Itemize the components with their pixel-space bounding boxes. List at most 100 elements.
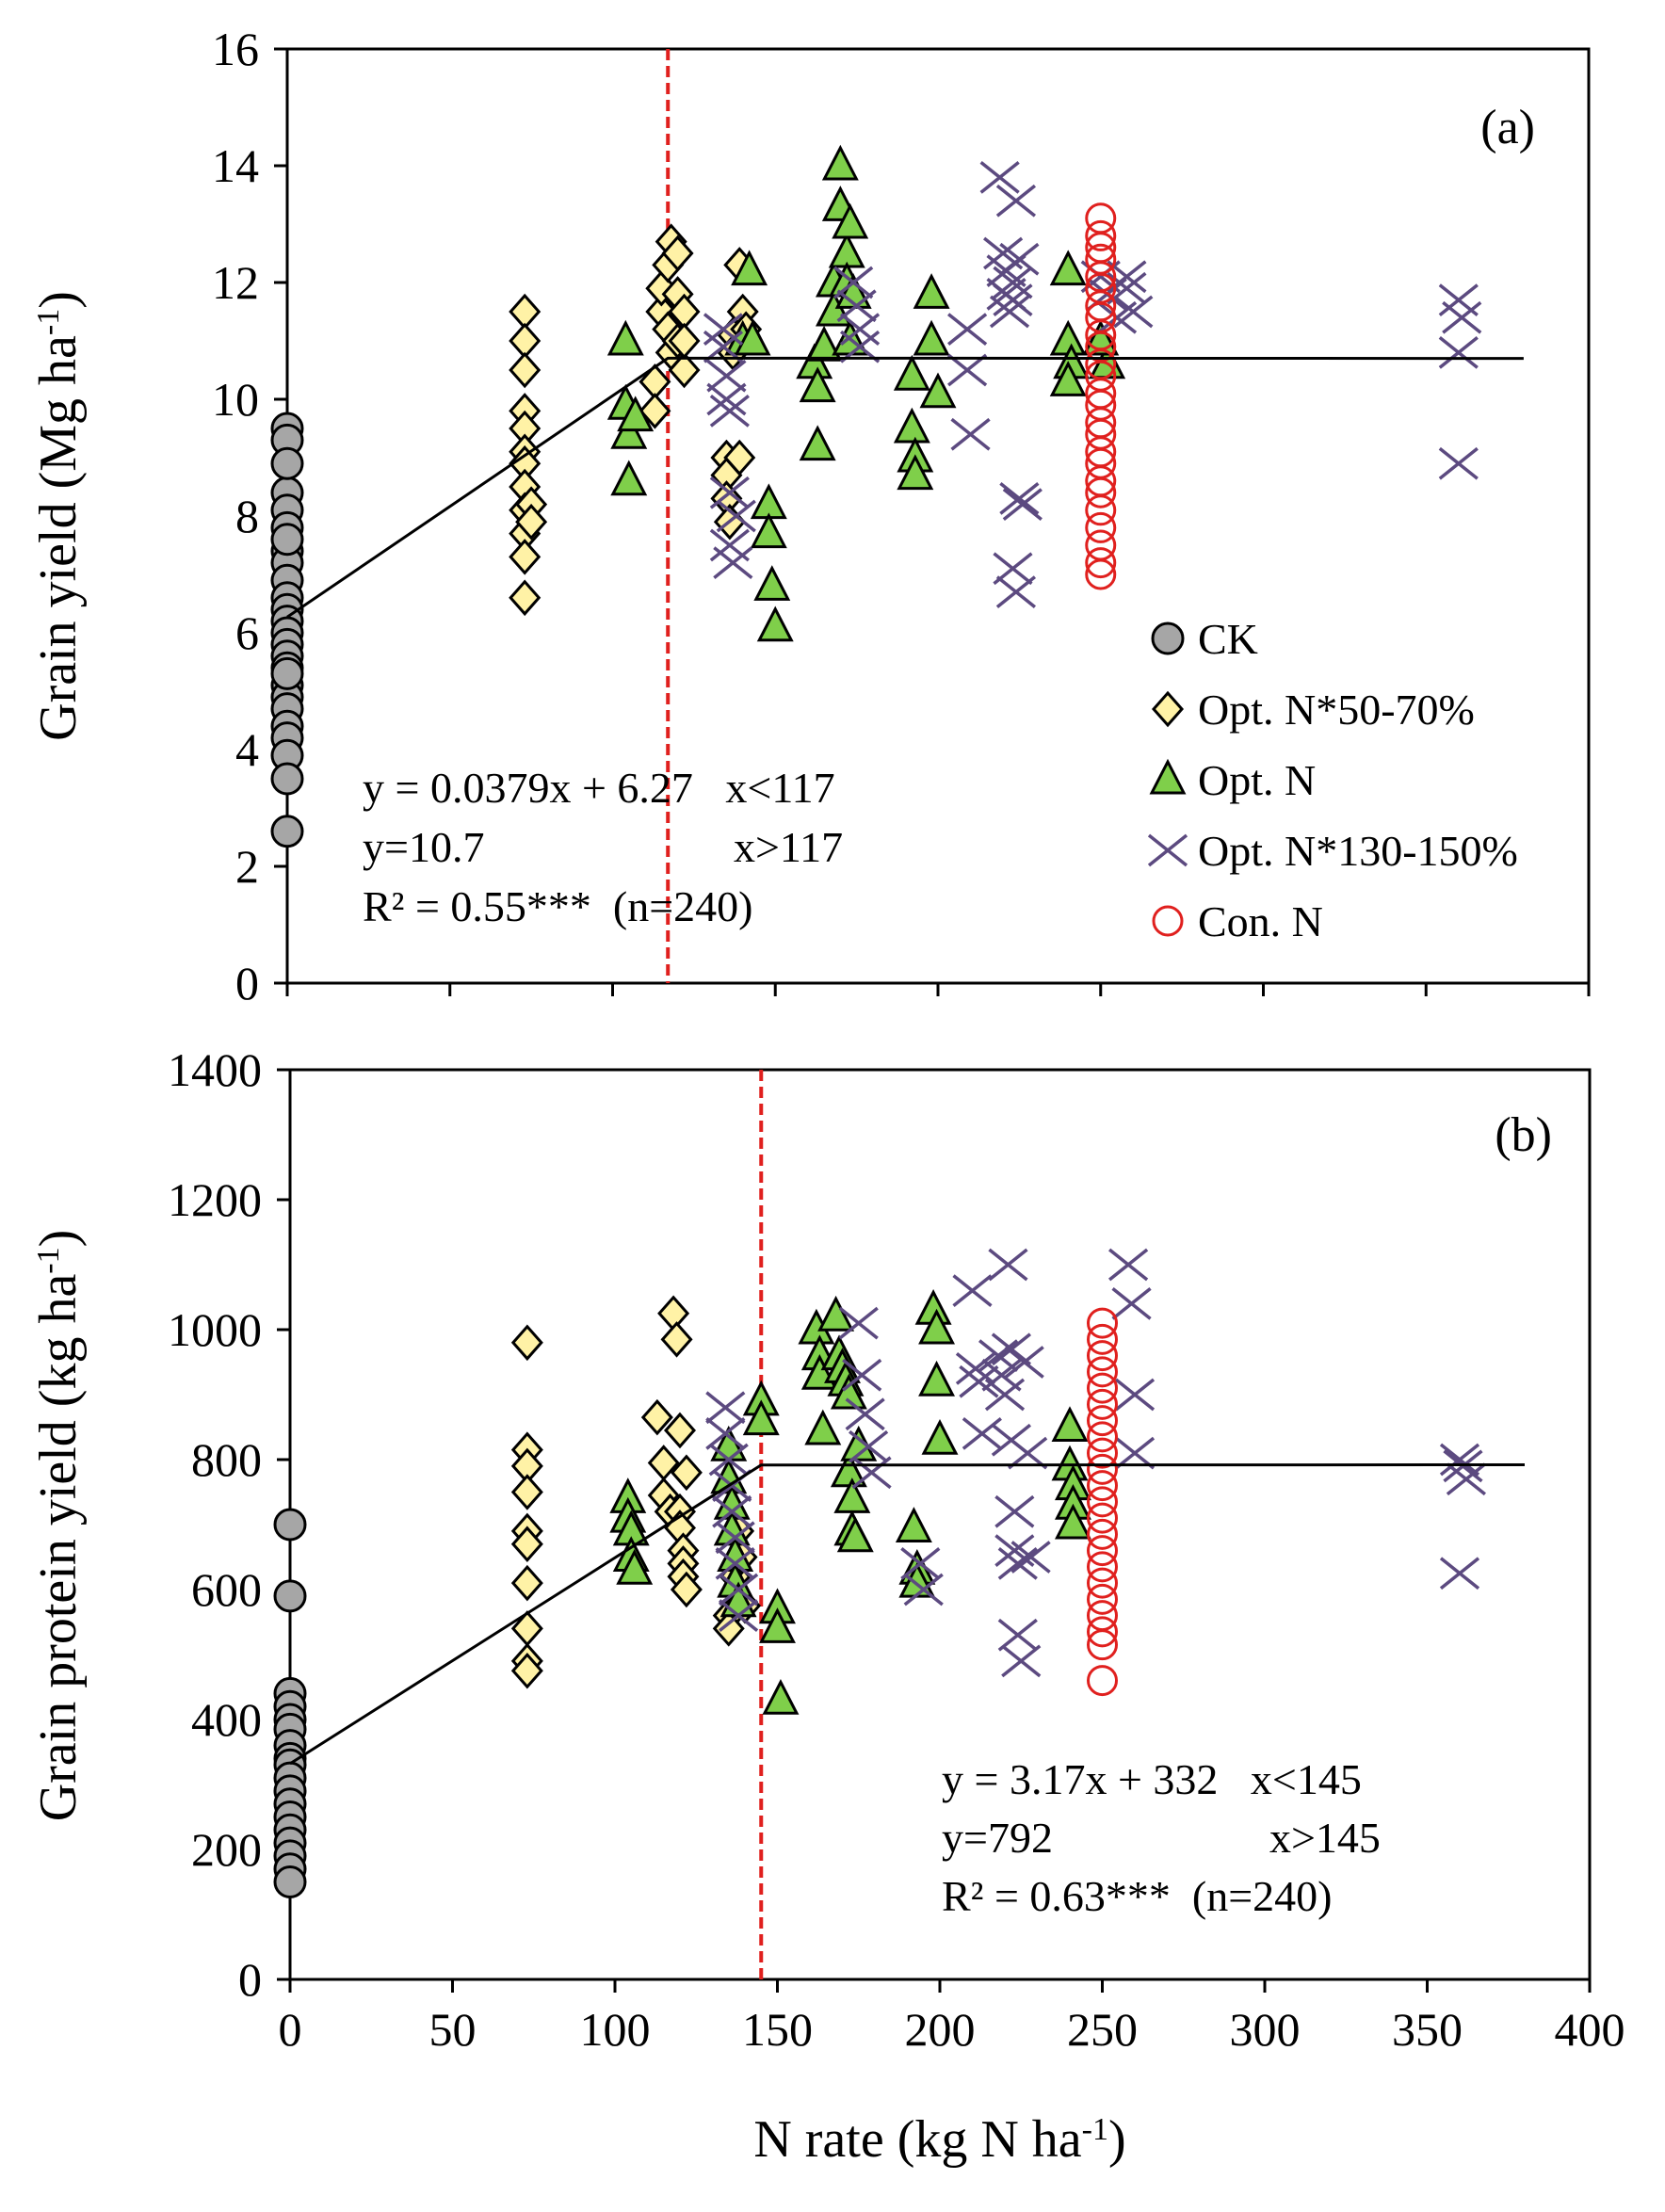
point-opt130 — [849, 1429, 889, 1463]
y-tick-label: 0 — [238, 1953, 262, 2006]
point-opt130 — [959, 1364, 999, 1398]
point-con — [1087, 1616, 1118, 1648]
point-opt130 — [845, 1397, 885, 1431]
point-opt — [1049, 250, 1087, 286]
point-opt50 — [660, 1321, 693, 1358]
x-tick-label: 400 — [1555, 2003, 1625, 2056]
panel-b-equation-line-1: y = 3.17x + 332 x<145 — [942, 1755, 1362, 1803]
point-opt130 — [1438, 446, 1479, 480]
point-con — [1087, 1453, 1118, 1485]
point-opt — [759, 1607, 796, 1643]
point-opt130 — [1108, 1248, 1149, 1282]
point-opt130 — [946, 353, 988, 387]
panel-b-y-axis-label: Grain protein yield (kg ha-1) — [29, 1230, 88, 1822]
point-ck — [273, 1579, 307, 1613]
point-opt50 — [510, 1324, 543, 1362]
panel-b-y-tick-labels: 0 200 400 600 800 1000 1200 1400 — [168, 1043, 262, 2006]
point-opt — [804, 1409, 842, 1445]
legend-label-ck: CK — [1198, 615, 1258, 663]
point-opt50 — [640, 1398, 673, 1436]
point-opt50 — [510, 1652, 543, 1689]
point-opt — [918, 1360, 956, 1397]
point-opt130 — [705, 1417, 746, 1450]
point-opt — [610, 460, 648, 496]
panel-a-equation-line-3: R² = 0.55*** (n=240) — [363, 882, 753, 930]
point-con — [1087, 1665, 1118, 1697]
point-con — [1087, 1323, 1118, 1355]
x-axis-label: N rate (kg N ha-1) — [753, 2110, 1125, 2169]
point-opt — [753, 565, 791, 601]
point-ck — [270, 762, 304, 796]
panel-b-points — [273, 1248, 1486, 1898]
point-opt130 — [715, 1547, 755, 1580]
point-opt130 — [993, 283, 1033, 316]
point-opt — [893, 354, 930, 391]
point-opt130 — [1438, 336, 1479, 369]
point-opt — [1054, 1503, 1091, 1540]
point-opt130 — [1114, 1436, 1156, 1470]
point-opt130 — [979, 161, 1020, 194]
point-opt — [918, 1308, 956, 1345]
point-con — [1085, 476, 1117, 509]
y-tick-label: 2 — [235, 840, 259, 893]
point-opt130 — [984, 1378, 1026, 1412]
point-opt130 — [705, 1391, 746, 1425]
legend-marker-opt50 — [1151, 690, 1185, 728]
point-opt130 — [1008, 1436, 1048, 1470]
point-ck — [270, 656, 304, 690]
point-opt130 — [988, 1248, 1028, 1282]
point-opt130 — [1442, 300, 1482, 334]
point-con — [1087, 1567, 1118, 1599]
point-con — [1087, 1372, 1118, 1404]
point-opt — [799, 425, 836, 461]
point-opt130 — [995, 575, 1037, 608]
point-opt — [897, 454, 934, 491]
point-opt130 — [999, 482, 1040, 515]
point-opt130 — [952, 1274, 993, 1307]
point-opt130 — [851, 1456, 892, 1490]
panel-a-fit-line — [286, 356, 1524, 619]
point-opt130 — [955, 1352, 996, 1385]
point-ck — [273, 1508, 307, 1542]
point-opt130 — [719, 1573, 759, 1607]
y-tick-label: 1400 — [168, 1043, 262, 1096]
y-tick-label: 1200 — [168, 1173, 262, 1226]
legend-label-opt130: Opt. N*130-150% — [1198, 827, 1518, 875]
point-opt — [1051, 1406, 1089, 1442]
point-opt — [921, 1419, 959, 1455]
legend-marker-ck — [1151, 622, 1185, 655]
point-opt50 — [509, 579, 542, 617]
point-opt130 — [1004, 1346, 1044, 1379]
point-opt — [832, 202, 869, 239]
point-opt — [750, 512, 787, 549]
point-opt — [756, 605, 794, 642]
point-opt130 — [838, 1306, 879, 1340]
point-con — [1087, 1518, 1118, 1550]
x-tick-label: 50 — [429, 2003, 477, 2056]
panel-a-equation-line-1: y = 0.0379x + 6.27 x<117 — [363, 764, 835, 812]
point-con — [1087, 1486, 1118, 1518]
point-opt — [606, 319, 644, 356]
point-ck — [270, 523, 304, 557]
point-opt50 — [661, 234, 694, 272]
panel-a-y-axis-label: Grain yield (Mg ha-1) — [29, 291, 88, 741]
legend-marker-opt — [1149, 758, 1187, 795]
point-opt50 — [723, 439, 756, 476]
panel-a-label: (a) — [1480, 101, 1535, 154]
x-tick-label: 350 — [1392, 2003, 1463, 2056]
point-opt — [762, 1679, 800, 1715]
point-opt130 — [1002, 488, 1043, 521]
point-opt50 — [663, 1412, 697, 1449]
point-opt130 — [706, 382, 747, 416]
point-opt — [742, 1399, 780, 1436]
point-con — [1087, 1421, 1118, 1453]
y-tick-label: 800 — [191, 1433, 262, 1486]
point-con — [1087, 1405, 1118, 1437]
point-opt50 — [510, 1526, 543, 1562]
panel-b-equation-line-2: y=792 x>145 — [942, 1814, 1381, 1862]
y-tick-label: 0 — [235, 957, 259, 1009]
point-opt130 — [839, 330, 881, 363]
